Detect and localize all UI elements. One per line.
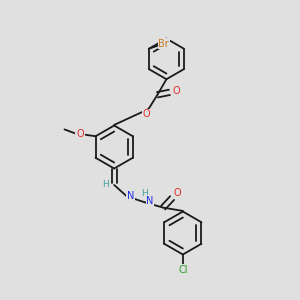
- Text: H: H: [141, 189, 148, 198]
- Text: Cl: Cl: [178, 265, 188, 275]
- Text: O: O: [143, 110, 151, 119]
- Text: O: O: [173, 188, 181, 198]
- Text: N: N: [127, 191, 134, 201]
- Text: O: O: [172, 85, 180, 96]
- Text: N: N: [146, 196, 154, 206]
- Text: H: H: [102, 180, 109, 189]
- Text: O: O: [76, 129, 84, 139]
- Text: Br: Br: [158, 39, 169, 49]
